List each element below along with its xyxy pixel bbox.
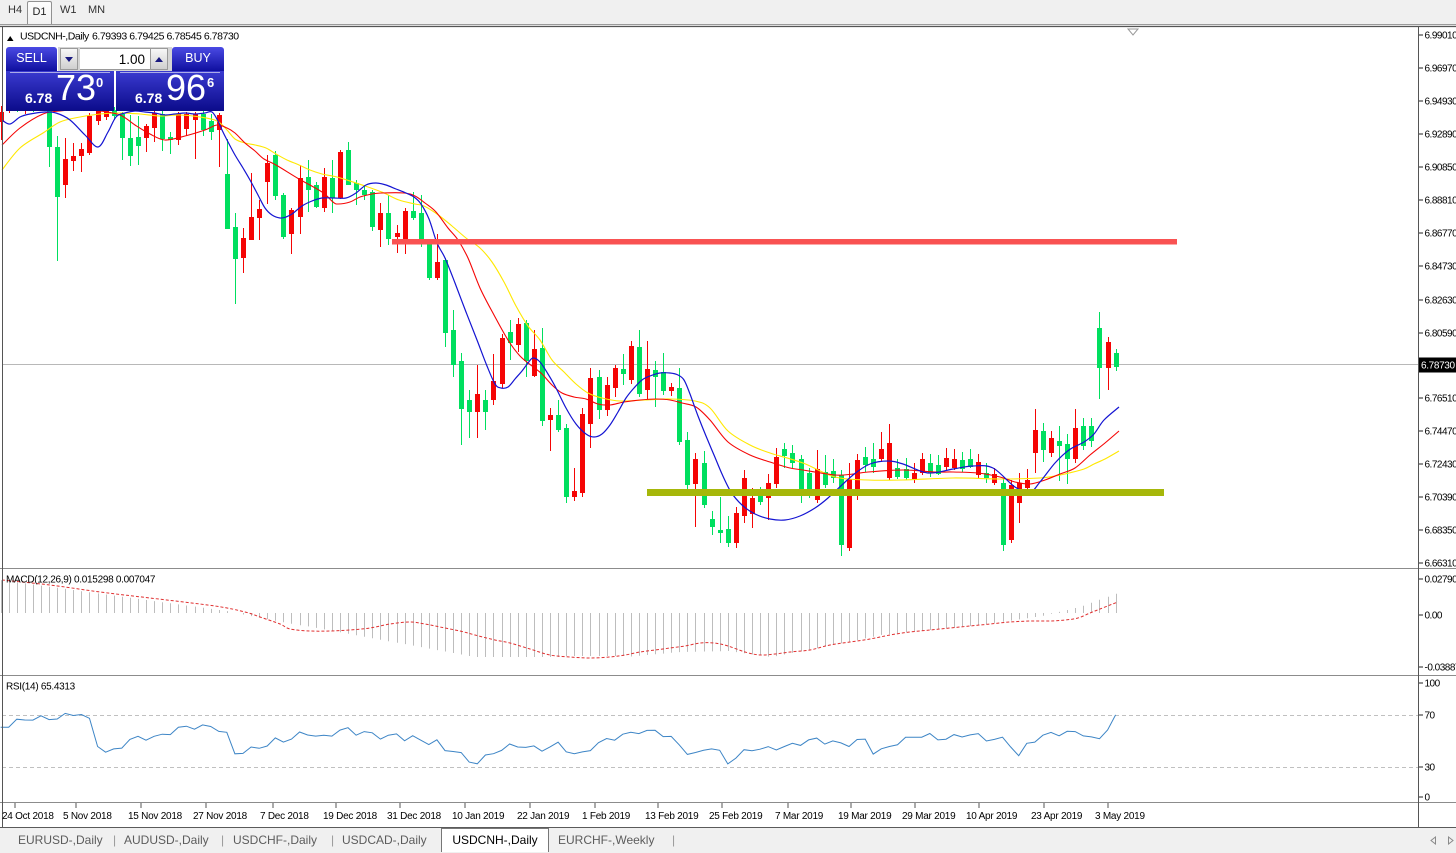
svg-text:31 Dec 2018: 31 Dec 2018 [387,811,442,822]
svg-text:19 Dec 2018: 19 Dec 2018 [323,811,378,822]
svg-text:6.96970: 6.96970 [1425,64,1456,75]
svg-text:6.68350: 6.68350 [1425,526,1456,537]
svg-text:13 Feb 2019: 13 Feb 2019 [645,811,699,822]
svg-text:24 Oct 2018: 24 Oct 2018 [2,811,54,822]
svg-text:0.02790: 0.02790 [1425,575,1456,586]
svg-text:70: 70 [1425,711,1436,722]
svg-text:0.00: 0.00 [1425,611,1443,622]
svg-text:7 Dec 2018: 7 Dec 2018 [260,811,309,822]
svg-text:3 May 2019: 3 May 2019 [1095,811,1145,822]
svg-text:RSI(14) 65.4313: RSI(14) 65.4313 [6,682,76,693]
svg-text:0: 0 [1425,793,1431,804]
svg-text:6.88810: 6.88810 [1425,196,1456,207]
svg-text:100: 100 [1425,679,1441,690]
svg-text:6.94930: 6.94930 [1425,97,1456,108]
svg-text:1 Feb 2019: 1 Feb 2019 [582,811,631,822]
svg-text:22 Jan 2019: 22 Jan 2019 [517,811,570,822]
svg-text:10 Apr 2019: 10 Apr 2019 [966,811,1018,822]
svg-text:6.66310: 6.66310 [1425,559,1456,570]
svg-text:23 Apr 2019: 23 Apr 2019 [1031,811,1083,822]
svg-text:29 Mar 2019: 29 Mar 2019 [902,811,956,822]
svg-text:27 Nov 2018: 27 Nov 2018 [193,811,248,822]
svg-text:6.86770: 6.86770 [1425,229,1456,240]
svg-text:6.84730: 6.84730 [1425,262,1456,273]
svg-text:7 Mar 2019: 7 Mar 2019 [775,811,824,822]
svg-text:6.79393 6.79425 6.78545 6.7873: 6.79393 6.79425 6.78545 6.78730 [92,31,239,43]
svg-text:10 Jan 2019: 10 Jan 2019 [452,811,505,822]
svg-text:-0.03887: -0.03887 [1425,663,1456,674]
svg-text:19 Mar 2019: 19 Mar 2019 [838,811,892,822]
svg-text:15 Nov 2018: 15 Nov 2018 [128,811,183,822]
svg-text:6.76510: 6.76510 [1425,394,1456,405]
svg-text:6.74470: 6.74470 [1425,427,1456,438]
svg-text:6.80590: 6.80590 [1425,329,1456,340]
svg-text:6.82630: 6.82630 [1425,296,1456,307]
svg-text:6.78730: 6.78730 [1421,361,1455,372]
svg-text:30: 30 [1425,763,1436,774]
svg-text:6.99010: 6.99010 [1425,31,1456,42]
svg-text:MACD(12,26,9) 0.015298 0.00704: MACD(12,26,9) 0.015298 0.007047 [6,575,156,586]
svg-text:25 Feb 2019: 25 Feb 2019 [709,811,763,822]
svg-text:6.90850: 6.90850 [1425,163,1456,174]
svg-text:USDCNH-,Daily: USDCNH-,Daily [20,31,90,43]
svg-text:6.92890: 6.92890 [1425,130,1456,141]
svg-text:6.72430: 6.72430 [1425,460,1456,471]
svg-text:5 Nov 2018: 5 Nov 2018 [63,811,112,822]
svg-text:6.70390: 6.70390 [1425,493,1456,504]
